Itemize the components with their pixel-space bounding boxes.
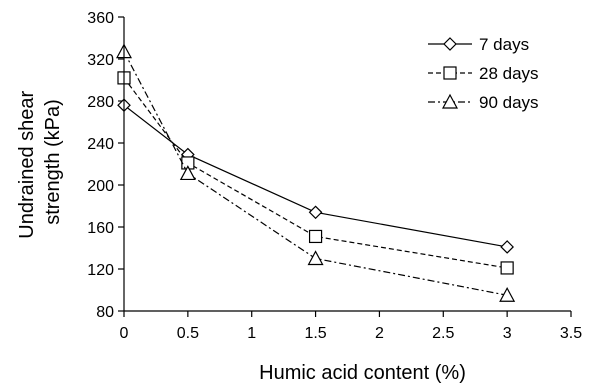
y-axis-ticks: 80 120 160 200 240 280 320 360 (87, 10, 124, 321)
x-tick-label: 0.5 (177, 325, 199, 342)
triangle-marker (441, 93, 459, 109)
diamond-marker (500, 240, 514, 254)
x-tick-label: 1 (247, 325, 256, 342)
x-axis-ticks: 0 0.5 1 1.5 2 2.5 3 3.5 (120, 311, 582, 342)
diamond-marker (308, 205, 323, 220)
series-line (123, 51, 508, 296)
x-tick-label: 3.5 (560, 325, 582, 342)
square-marker (500, 261, 514, 275)
y-tick-label: 240 (87, 136, 114, 153)
legend-label: 7 days (479, 35, 529, 54)
x-tick-label: 2 (375, 325, 384, 342)
series-layer (115, 43, 516, 302)
legend-item: 7 days (428, 35, 529, 54)
legend-item: 28 days (428, 64, 539, 83)
legend-label: 28 days (479, 64, 539, 83)
series-90-days (115, 43, 516, 302)
diamond-marker (443, 37, 457, 51)
y-tick-label: 280 (87, 94, 114, 111)
y-axis-title: Undrained shear strength (kPa) (16, 85, 64, 238)
x-tick-label: 1.5 (304, 325, 326, 342)
square-marker (443, 66, 457, 80)
y-tick-label: 80 (96, 304, 114, 321)
y-tick-label: 360 (87, 10, 114, 27)
triangle-marker (499, 286, 516, 302)
legend-item: 90 days (428, 93, 539, 112)
x-tick-label: 3 (503, 325, 512, 342)
triangle-marker (307, 250, 324, 266)
y-tick-label: 120 (87, 262, 114, 279)
legend-label: 90 days (479, 93, 539, 112)
triangle-marker (179, 165, 196, 181)
x-axis-title: Humic acid content (%) (259, 362, 466, 384)
x-tick-label: 2.5 (432, 325, 454, 342)
legend: 7 days 28 days 90 days (428, 35, 539, 112)
y-tick-label: 160 (87, 220, 114, 237)
y-axis-title-line-2: strength (kPa) (42, 99, 64, 225)
series-line (123, 77, 508, 269)
y-axis-title-line-1: Undrained shear (16, 91, 38, 239)
x-tick-label: 0 (120, 325, 129, 342)
series-line (123, 104, 508, 248)
square-marker (308, 229, 323, 244)
y-tick-label: 200 (87, 178, 114, 195)
y-tick-label: 320 (87, 52, 114, 69)
